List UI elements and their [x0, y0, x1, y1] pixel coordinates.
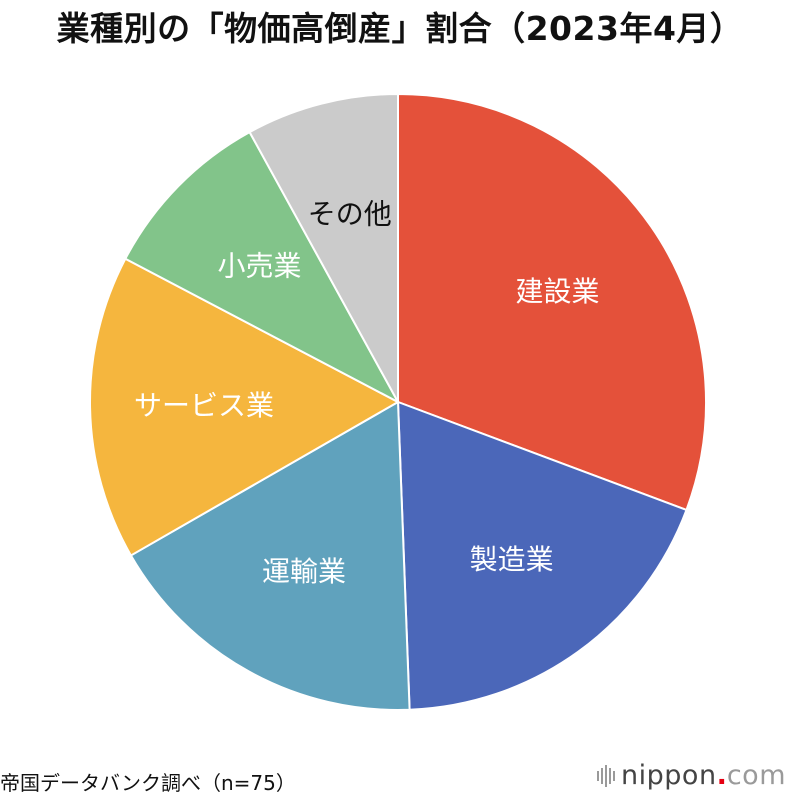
pie-slice-5	[124, 131, 399, 403]
slice-label-6: その他	[308, 198, 392, 231]
source-note: 帝国データバンク調べ（n=75）	[0, 771, 296, 795]
slice-label-2: 製造業	[470, 543, 554, 576]
slice-label-5: 小売業	[217, 250, 301, 283]
brand-tld: com	[726, 760, 786, 791]
slice-label-4: サービス業	[134, 389, 274, 422]
slice-label-1: 建設業	[515, 275, 599, 308]
slice-label-3: 運輸業	[262, 555, 346, 588]
signal-bars-icon	[597, 764, 616, 787]
nippon-logo: nippon. com	[597, 760, 786, 791]
pie-slice-4	[89, 257, 399, 557]
brand-dot: .	[716, 760, 727, 791]
pie-slice-6	[248, 93, 399, 403]
brand-name: nippon	[621, 760, 717, 791]
chart-title: 業種別の「物価高倒産」割合（2023年4月）	[56, 9, 744, 48]
pie-slice-1	[397, 93, 707, 511]
pie-slice-3	[129, 401, 411, 711]
pie-slice-2	[397, 401, 688, 711]
